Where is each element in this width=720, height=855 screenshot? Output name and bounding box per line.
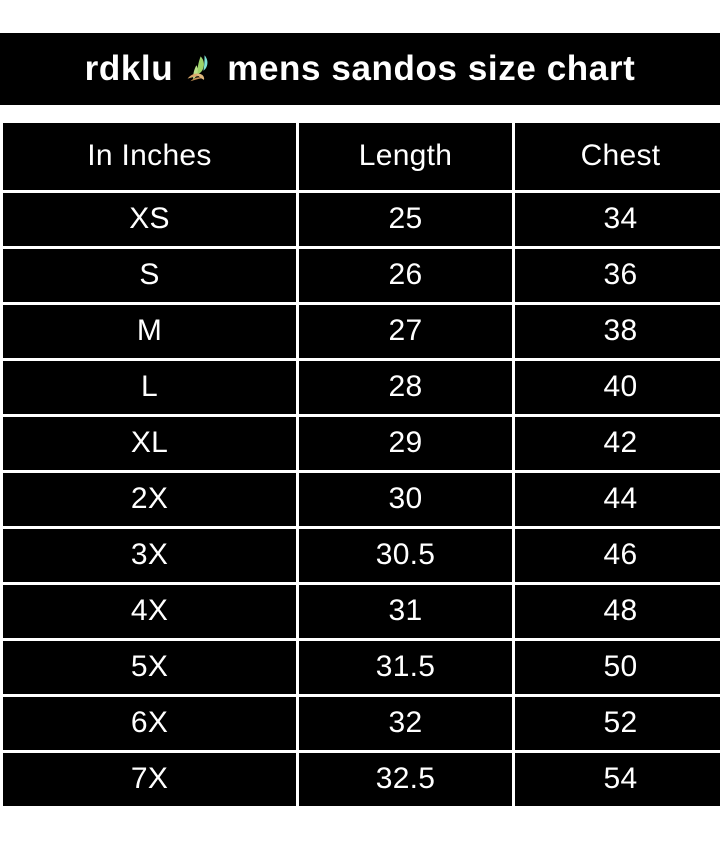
cell-chest: 40 <box>515 361 720 414</box>
title-inner: rdklu mens sandos size chart <box>85 51 636 86</box>
column-header-in-inches: In Inches <box>3 123 296 190</box>
cell-chest: 48 <box>515 585 720 638</box>
cell-chest: 34 <box>515 193 720 246</box>
table-row: XL 29 42 <box>3 417 720 470</box>
chest-value: 42 <box>603 425 638 459</box>
size-chart-table: In Inches Length Chest XS 25 34 S 26 36 <box>0 120 720 809</box>
column-header-chest-label: Chest <box>580 138 661 172</box>
table-header-row: In Inches Length Chest <box>3 123 720 190</box>
chest-value: 50 <box>603 649 638 683</box>
cell-size: 2X <box>3 473 296 526</box>
chest-value: 36 <box>603 257 638 291</box>
size-value: 2X <box>130 481 169 515</box>
cell-length: 27 <box>299 305 512 358</box>
length-value: 32.5 <box>375 761 436 795</box>
length-value: 29 <box>388 425 423 459</box>
cell-size: XL <box>3 417 296 470</box>
cell-size: M <box>3 305 296 358</box>
cell-size: 7X <box>3 753 296 806</box>
cell-length: 25 <box>299 193 512 246</box>
length-value: 28 <box>388 369 423 403</box>
table-row: 4X 31 48 <box>3 585 720 638</box>
chest-value: 44 <box>603 481 638 515</box>
length-value: 30.5 <box>375 537 436 571</box>
size-value: XS <box>129 201 170 235</box>
table-row: S 26 36 <box>3 249 720 302</box>
chest-value: 48 <box>603 593 638 627</box>
cell-length: 32.5 <box>299 753 512 806</box>
length-value: 31 <box>388 593 423 627</box>
length-value: 30 <box>388 481 423 515</box>
cell-length: 28 <box>299 361 512 414</box>
butterfly-icon <box>184 52 218 86</box>
column-header-chest: Chest <box>515 123 720 190</box>
length-value: 26 <box>388 257 423 291</box>
cell-length: 32 <box>299 697 512 750</box>
size-value: M <box>136 313 163 347</box>
title-text: mens sandos size chart <box>227 48 636 88</box>
cell-length: 30 <box>299 473 512 526</box>
brand-name: rdklu <box>84 48 174 88</box>
cell-size: 3X <box>3 529 296 582</box>
size-value: L <box>141 369 158 403</box>
length-value: 32 <box>388 705 423 739</box>
cell-chest: 44 <box>515 473 720 526</box>
table-row: 3X 30.5 46 <box>3 529 720 582</box>
column-header-in-inches-label: In Inches <box>87 138 212 172</box>
table-row: M 27 38 <box>3 305 720 358</box>
size-value: S <box>139 257 160 291</box>
size-value: 4X <box>130 593 169 627</box>
size-value: 3X <box>130 537 169 571</box>
table-row: 7X 32.5 54 <box>3 753 720 806</box>
cell-length: 30.5 <box>299 529 512 582</box>
size-value: 5X <box>130 649 169 683</box>
cell-size: S <box>3 249 296 302</box>
cell-length: 31 <box>299 585 512 638</box>
cell-length: 31.5 <box>299 641 512 694</box>
cell-chest: 46 <box>515 529 720 582</box>
cell-chest: 36 <box>515 249 720 302</box>
chest-value: 54 <box>603 761 638 795</box>
table-row: L 28 40 <box>3 361 720 414</box>
cell-size: 6X <box>3 697 296 750</box>
cell-size: XS <box>3 193 296 246</box>
table-row: 5X 31.5 50 <box>3 641 720 694</box>
chest-value: 38 <box>603 313 638 347</box>
cell-size: 5X <box>3 641 296 694</box>
length-value: 25 <box>388 201 423 235</box>
chest-value: 40 <box>603 369 638 403</box>
chest-value: 46 <box>603 537 638 571</box>
column-header-length: Length <box>299 123 512 190</box>
size-value: XL <box>130 425 169 459</box>
size-value: 7X <box>130 761 169 795</box>
cell-chest: 38 <box>515 305 720 358</box>
cell-chest: 42 <box>515 417 720 470</box>
cell-length: 29 <box>299 417 512 470</box>
column-header-length-label: Length <box>358 138 453 172</box>
chest-value: 52 <box>603 705 638 739</box>
table-row: 2X 30 44 <box>3 473 720 526</box>
size-value: 6X <box>130 705 169 739</box>
title-banner: rdklu mens sandos size chart <box>0 33 720 105</box>
length-value: 27 <box>388 313 423 347</box>
cell-chest: 54 <box>515 753 720 806</box>
table-row: 6X 32 52 <box>3 697 720 750</box>
length-value: 31.5 <box>375 649 436 683</box>
table-row: XS 25 34 <box>3 193 720 246</box>
cell-size: L <box>3 361 296 414</box>
chest-value: 34 <box>603 201 638 235</box>
cell-length: 26 <box>299 249 512 302</box>
cell-chest: 52 <box>515 697 720 750</box>
cell-size: 4X <box>3 585 296 638</box>
cell-chest: 50 <box>515 641 720 694</box>
